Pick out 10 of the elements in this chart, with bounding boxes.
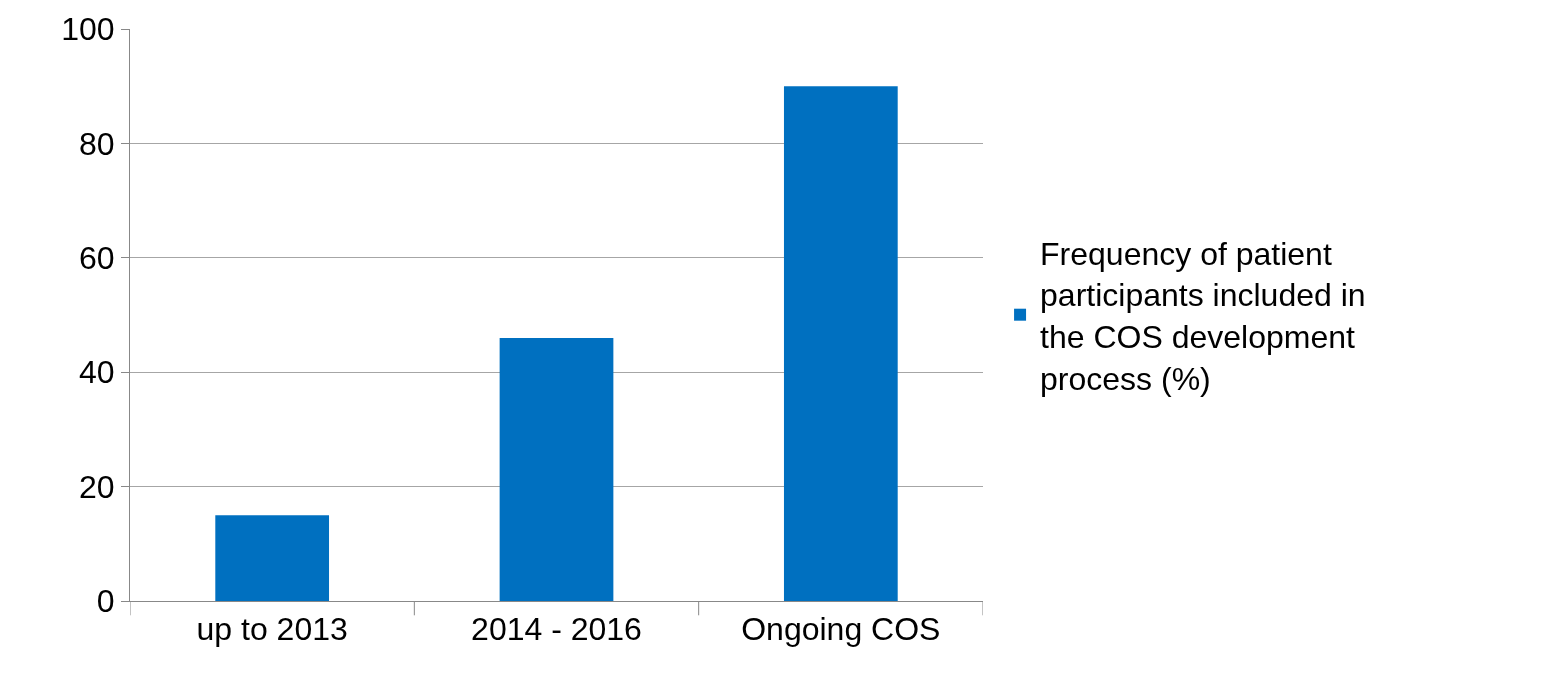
y-tick-label: 100: [61, 11, 115, 48]
x-tick-label: Ongoing COS: [741, 611, 941, 648]
legend-label: Frequency of patient participants included in the COS development process (%): [1040, 235, 1366, 397]
y-tick-label: 60: [79, 240, 115, 276]
x-tick-label: 2014 - 2016: [471, 611, 642, 648]
y-tick-label: 40: [79, 354, 115, 391]
y-tick-label: 20: [79, 468, 115, 505]
y-tick-label: 0: [96, 583, 115, 620]
y-tick-label: 80: [79, 125, 115, 162]
x-tick-label: up to 2013: [196, 611, 348, 648]
